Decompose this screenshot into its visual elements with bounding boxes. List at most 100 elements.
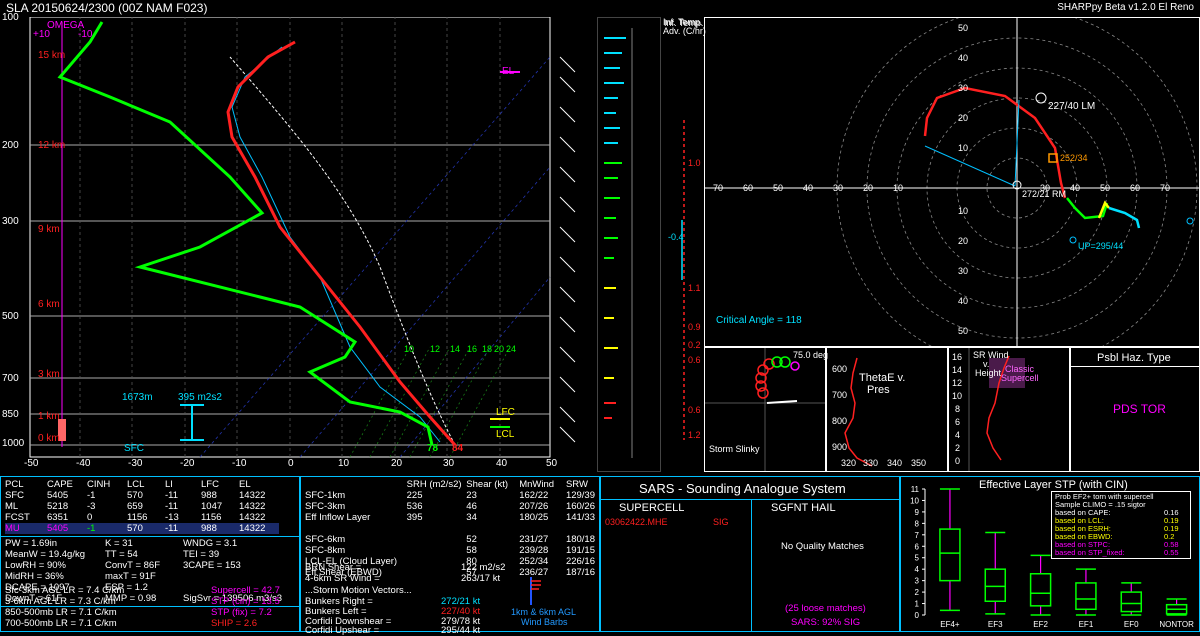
advection-value: 0.9 — [688, 322, 701, 332]
hazard-panel: Psbl Haz. Type PDS TOR — [1070, 347, 1200, 472]
temp-label: 30 — [443, 458, 455, 469]
sars-match-tag: SIG — [713, 517, 729, 527]
temp-advection-panel: Inf. Temp. — [597, 17, 703, 472]
kin-row: SFC-8km 58 239/28 191/15 — [305, 545, 595, 556]
kinematics-panel: SRH (m2/s2) Shear (kt) MnWind SRW SFC-1k… — [300, 476, 600, 636]
srwind-plot — [968, 348, 1025, 471]
sars-match[interactable]: 03062422.MHE — [605, 517, 668, 527]
parcel-row[interactable]: ML 5218 -3 659 -11 1047 14322 — [5, 501, 279, 512]
index-value: maxT = 91F — [105, 571, 156, 582]
parcel-row[interactable]: SFC 5405 -1 570 -11 988 14322 — [5, 490, 279, 501]
stp-y-tick-label: 0 — [915, 611, 920, 620]
pressure-label: 100 — [2, 12, 19, 23]
sfc-dewpoint: 78 — [427, 443, 439, 454]
sfc-temp: 84 — [452, 443, 464, 454]
parcel-cell: -11 — [165, 490, 179, 501]
temp-label: -40 — [76, 458, 91, 469]
stp-legend-value: 0.58 — [1164, 540, 1179, 549]
stp-y-tick-label: 3 — [915, 577, 920, 586]
motion-label: Bunkers Right = — [305, 596, 373, 607]
index-value: TT = 54 — [105, 549, 138, 560]
mixing-ratio-label: 12 — [430, 344, 441, 354]
hodo-trace-red — [923, 86, 1067, 199]
stp-legend-label: based on STPC: — [1055, 540, 1111, 549]
corfidi-marker — [1186, 217, 1194, 225]
stp-y-tick-label: 8 — [915, 519, 920, 528]
motion-value: 279/78 kt — [441, 616, 481, 627]
hail-title: SGFNT HAIL — [771, 502, 836, 514]
hodo-ring-label: 40 — [1070, 183, 1081, 193]
temperature-trace — [226, 40, 457, 446]
mixing-ratio-label: 18 — [482, 344, 493, 354]
hodo-trace-green — [1066, 197, 1109, 220]
virtual-temp-trace — [231, 46, 441, 443]
hodo-ring-label: 60 — [743, 183, 754, 193]
parcel-cell: 5405 — [47, 523, 69, 534]
index-value: K = 31 — [105, 538, 133, 549]
parcel-row-selected[interactable]: MU 5405 -1 570 -11 988 14322 — [5, 523, 279, 534]
stp-y-tick-label: 5 — [915, 554, 920, 563]
lm-vector — [1014, 99, 1020, 187]
height-label: 1 km — [38, 411, 60, 422]
storm-slinky-panel: Storm Slinky 75.0 deg — [704, 347, 828, 472]
stp-category-label: NONTOR — [1159, 620, 1194, 629]
advection-title1: Inf. Temp. — [663, 17, 703, 27]
thetae-title1: ThetaE v. — [859, 372, 906, 384]
hodo-trace-yellow — [1097, 200, 1110, 219]
sr-wind-value: 263/17 kt — [461, 573, 501, 584]
motion-label: Bunkers Left = — [305, 606, 367, 617]
hodo-ring-label: 60 — [1130, 183, 1141, 193]
parcel-header: LI — [165, 479, 173, 490]
index-value: DCAPE = 1097 — [5, 582, 70, 593]
parcel-header: PCL — [5, 479, 24, 490]
stp-legend-value: 0.19 — [1164, 516, 1179, 525]
index-value: 3CAPE = 153 — [183, 560, 241, 571]
temp-label: 40 — [496, 458, 508, 469]
stp-legend-label: based on ESRH: — [1055, 524, 1111, 533]
index-value: MidRH = 36% — [5, 571, 64, 582]
temp-label: -30 — [128, 458, 143, 469]
sars-panel: SARS - Sounding Analogue System SUPERCEL… — [600, 476, 900, 632]
hodo-ring-label: 40 — [958, 53, 969, 63]
temp-label: 0 — [288, 458, 294, 469]
srwind-ylabel: 12 — [952, 378, 963, 388]
skewt-panel[interactable] — [0, 17, 597, 472]
parcel-cell: -1 — [87, 523, 96, 534]
srwind-ylabel: 0 — [955, 456, 961, 466]
omega-left: +10 — [33, 29, 50, 40]
stp-category-label: EF4+ — [940, 620, 960, 629]
srwind-annot2: Supercell — [1001, 373, 1039, 383]
hodo-ring-label: 70 — [1160, 183, 1171, 193]
lm-label: 227/40 LM — [1048, 101, 1096, 112]
thetae-xlabel: 320 — [841, 458, 857, 468]
stp-box — [1029, 573, 1052, 607]
lapse-rates: Sfc-3km AGL LR = 7.4 C/km 3-6km AGL LR =… — [5, 585, 124, 629]
temp-label: 50 — [546, 458, 558, 469]
kin-row: Eff Inflow Layer 395 34 180/25 141/33 — [305, 512, 595, 523]
parcel-header: CINH — [87, 479, 111, 490]
kin-row: LCL-EL (Cloud Layer) 80 252/34 226/16 — [305, 556, 595, 567]
stp-legend-value: 0.19 — [1164, 524, 1179, 533]
srwind-title3: Height — [975, 368, 1002, 378]
motion-label: Corfidi Downshear = — [305, 616, 392, 627]
hodo-ring-label: 20 — [958, 236, 969, 246]
temp-label: 10 — [338, 458, 350, 469]
parcel-cell: 14322 — [239, 501, 266, 512]
motion-value: 272/21 kt — [441, 596, 481, 607]
advection-title1: Inf. Temp. — [664, 18, 704, 28]
parcel-cell: SFC — [5, 490, 24, 501]
hodograph-panel[interactable] — [704, 17, 1200, 347]
srwind-ylabel: 4 — [955, 430, 961, 440]
el-label: EL — [502, 66, 515, 77]
temp-label: -50 — [24, 458, 39, 469]
srwind-annot1: Classic — [1005, 364, 1035, 374]
kin-row: SFC-1km 225 23 162/22 129/39 — [305, 490, 595, 501]
advection-value: 0.2 — [688, 340, 701, 350]
kin-row: SFC-6km 52 231/27 180/18 — [305, 534, 595, 545]
parcel-cell: 5218 — [47, 501, 69, 512]
parcel-cell: -13 — [165, 512, 179, 523]
thetae-xlabel: 350 — [911, 458, 927, 468]
stp-panel: Effective Layer STP (with CIN) 11 10 9 8 7 6 5… — [900, 476, 1200, 632]
parcel-row[interactable]: FCST 6351 0 1156 -13 1156 14322 — [5, 512, 279, 523]
index-value: ESP = 1.2 — [105, 582, 148, 593]
